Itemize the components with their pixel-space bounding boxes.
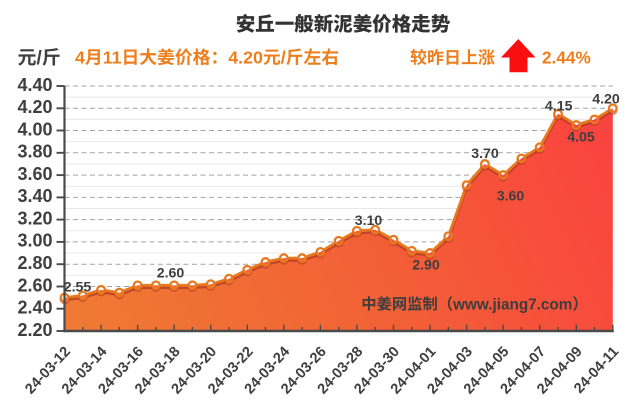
svg-text:4.15: 4.15 xyxy=(545,99,573,115)
svg-text:2.60: 2.60 xyxy=(17,275,52,295)
svg-text:3.70: 3.70 xyxy=(471,146,499,162)
svg-text:/: / xyxy=(37,48,43,69)
svg-text:2.40: 2.40 xyxy=(17,298,52,318)
svg-text:2.44%: 2.44% xyxy=(542,48,591,68)
svg-text:4.20: 4.20 xyxy=(592,91,620,107)
svg-text:3.80: 3.80 xyxy=(17,142,52,162)
svg-text:4.40: 4.40 xyxy=(17,75,52,95)
svg-text:3.40: 3.40 xyxy=(17,186,52,206)
svg-text:www.jiang7.com: www.jiang7.com xyxy=(452,296,572,313)
svg-text:2.60: 2.60 xyxy=(157,266,185,282)
svg-text:2.80: 2.80 xyxy=(17,253,52,273)
svg-text:4.20: 4.20 xyxy=(17,97,52,117)
svg-text:2.55: 2.55 xyxy=(64,280,92,296)
svg-text:3.60: 3.60 xyxy=(17,164,52,184)
svg-text:11: 11 xyxy=(103,48,122,68)
svg-text:4.00: 4.00 xyxy=(17,119,52,139)
svg-text:3.10: 3.10 xyxy=(355,213,383,229)
svg-text:3.60: 3.60 xyxy=(497,188,525,204)
svg-text:3.00: 3.00 xyxy=(17,231,52,251)
svg-text:2.20: 2.20 xyxy=(17,320,52,340)
svg-text:2.90: 2.90 xyxy=(412,258,440,274)
svg-text:3.20: 3.20 xyxy=(17,208,52,228)
svg-text:4.20: 4.20 xyxy=(228,48,263,68)
svg-text:4: 4 xyxy=(75,48,85,68)
svg-text:/: / xyxy=(281,48,286,68)
svg-text:4.05: 4.05 xyxy=(567,130,595,146)
